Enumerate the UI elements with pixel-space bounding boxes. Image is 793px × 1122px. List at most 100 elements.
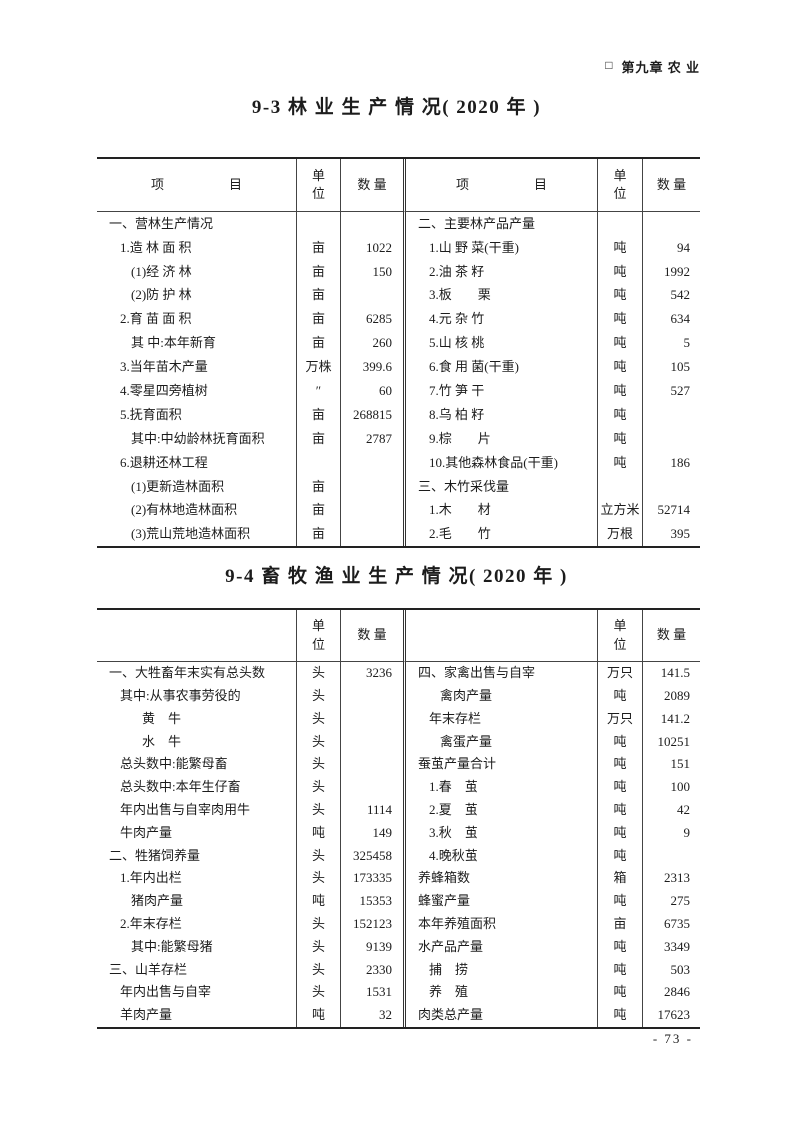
table-9-3: 项 目 单 位 数 量 项 目 单 位 数 量 一、营林生产情况 二、主要林产品产… xyxy=(97,157,700,549)
unit-cell: 万只 xyxy=(597,662,642,685)
unit-cell: 吨 xyxy=(597,730,642,754)
unit-cell: 吨 xyxy=(597,775,642,799)
unit-cell: 立方米 xyxy=(597,498,642,523)
qty-cell: 1992 xyxy=(642,259,700,284)
unit-cell: 吨 xyxy=(296,1003,340,1027)
unit-cell: 头 xyxy=(296,662,340,685)
unit-cell: 吨 xyxy=(597,450,642,475)
header-qty-cell: 数 量 xyxy=(642,610,700,662)
table-9-3-title: 9-3 林 业 生 产 情 况( 2020 年 ) xyxy=(251,97,542,118)
item-cell: 羊肉产量 xyxy=(120,1007,173,1023)
item-cell: 3.板 栗 xyxy=(403,283,597,308)
item-cell: 5.抚育面积 xyxy=(120,406,182,422)
table-row: 5.抚育面积 亩 268815 8.乌 柏 籽吨 xyxy=(97,403,700,428)
unit-cell: 吨 xyxy=(597,753,642,776)
qty-cell xyxy=(340,212,403,236)
table-header-row: 单 位 数 量 单 位 数 量 xyxy=(97,610,700,662)
unit-cell: 头 xyxy=(296,935,340,959)
item-cell: 年内出售与自宰肉用牛 xyxy=(120,802,251,818)
item-cell: 其中:中幼龄林抚育面积 xyxy=(131,430,265,446)
unit-cell: 吨 xyxy=(597,355,642,380)
header-item-cell: 项 目 xyxy=(403,159,597,212)
item-cell: 总头数中:能繁母畜 xyxy=(120,756,228,772)
item-cell: 10.其他森林食品(干重) xyxy=(403,450,597,475)
table-row: 1.造 林 面 积 亩 1022 1.山 野 菜(干重) 吨 94 xyxy=(97,235,700,260)
header-item-cell xyxy=(97,610,296,662)
item-cell: 肉类总产量 xyxy=(403,1003,597,1027)
unit-cell: 亩 xyxy=(296,498,340,523)
header-unit-cell: 单 位 xyxy=(597,159,642,212)
unit-cell: 亩 xyxy=(296,427,340,451)
table-9-4: 单 位 数 量 单 位 数 量 一、大牲畜年末实有总头数头 3236 四、家禽出售与… xyxy=(97,608,700,1029)
item-cell: 年末存栏 xyxy=(403,707,597,731)
table-row: (1)经 济 林 亩 150 2.油 茶 籽吨 1992 xyxy=(97,259,700,284)
item-cell: 2.夏 茧 xyxy=(403,798,597,822)
item-cell: 2.育 苗 面 积 xyxy=(120,311,192,327)
unit-cell: 吨 xyxy=(597,935,642,959)
qty-cell xyxy=(642,474,700,499)
item-cell: 1.春 茧 xyxy=(403,775,597,799)
unit-cell: 亩 xyxy=(296,403,340,428)
item-cell: 4.零星四旁植树 xyxy=(120,383,208,399)
qty-cell: 173335 xyxy=(340,867,403,890)
unit-cell: 头 xyxy=(296,844,340,868)
unit-cell: 吨 xyxy=(597,981,642,1004)
qty-cell: 15353 xyxy=(340,889,403,913)
qty-cell: 6735 xyxy=(642,912,700,936)
table-body: 一、大牲畜年末实有总头数头 3236 四、家禽出售与自宰 万只 141.5 其中:从事农事… xyxy=(97,662,700,1027)
item-cell: 养 殖 xyxy=(403,981,597,1004)
qty-cell: 2313 xyxy=(642,867,700,890)
item-cell: 蜂蜜产量 xyxy=(403,889,597,913)
table-row: (1)更新造林面积 亩 三、木竹采伐量 xyxy=(97,474,700,499)
item-cell: 三、山羊存栏 xyxy=(109,961,188,977)
table-row: 3.当年苗木产量 万株 399.6 6.食 用 菌(干重) 吨 105 xyxy=(97,355,700,380)
item-cell: 其中:能繁母猪 xyxy=(131,938,213,954)
qty-cell: 105 xyxy=(642,355,700,380)
table-9-4-title: 9-4 畜 牧 渔 业 生 产 情 况( 2020 年 ) xyxy=(225,566,568,587)
unit-cell: 吨 xyxy=(296,889,340,913)
table-row: 猪肉产量吨 15353 蜂蜜产量吨 275 xyxy=(97,889,700,913)
item-cell: 2.年末存栏 xyxy=(120,916,182,932)
item-cell: 养蜂箱数 xyxy=(403,867,597,890)
unit-cell: 头 xyxy=(296,867,340,890)
table-row: (2)防 护 林 亩 3.板 栗吨 542 xyxy=(97,283,700,308)
unit-cell: 吨 xyxy=(597,331,642,356)
unit-cell: 吨 xyxy=(597,889,642,913)
qty-cell: 42 xyxy=(642,798,700,822)
item-cell: 6.退耕还林工程 xyxy=(120,454,208,470)
unit-cell: 吨 xyxy=(597,379,642,404)
qty-cell: 325458 xyxy=(340,844,403,868)
qty-cell xyxy=(340,450,403,475)
qty-cell: 1022 xyxy=(340,235,403,260)
item-cell: 水 牛 xyxy=(142,733,182,749)
header-item-cell xyxy=(403,610,597,662)
item-cell: 捕 捞 xyxy=(403,958,597,982)
qty-cell: 2846 xyxy=(642,981,700,1004)
item-cell: 4.晚秋茧 xyxy=(403,844,597,868)
item-cell: 本年养殖面积 xyxy=(403,912,597,936)
unit-cell: 吨 xyxy=(296,821,340,845)
qty-cell: 151 xyxy=(642,753,700,776)
item-cell: 2.毛 竹 xyxy=(403,522,597,547)
unit-cell: 亩 xyxy=(597,912,642,936)
table-row: 三、山羊存栏 头 2330 捕 捞吨 503 xyxy=(97,958,700,982)
unit-cell: 箱 xyxy=(597,867,642,890)
unit-cell: 吨 xyxy=(597,259,642,284)
qty-cell: 3236 xyxy=(340,662,403,685)
unit-cell: 头 xyxy=(296,958,340,982)
unit-cell: 头 xyxy=(296,912,340,936)
unit-cell: 吨 xyxy=(597,403,642,428)
item-cell: 蚕茧产量合计 xyxy=(403,753,597,776)
unit-cell: 头 xyxy=(296,753,340,776)
unit-cell: 吨 xyxy=(597,684,642,708)
unit-cell: 头 xyxy=(296,707,340,731)
unit-cell xyxy=(296,212,340,236)
item-cell: 总头数中:本年生仔畜 xyxy=(120,779,241,795)
unit-cell: 吨 xyxy=(597,427,642,451)
table-row: 黄 牛 头 年末存栏 万只 141.2 xyxy=(97,707,700,731)
unit-cell: 亩 xyxy=(296,283,340,308)
unit-cell: 亩 xyxy=(296,522,340,547)
